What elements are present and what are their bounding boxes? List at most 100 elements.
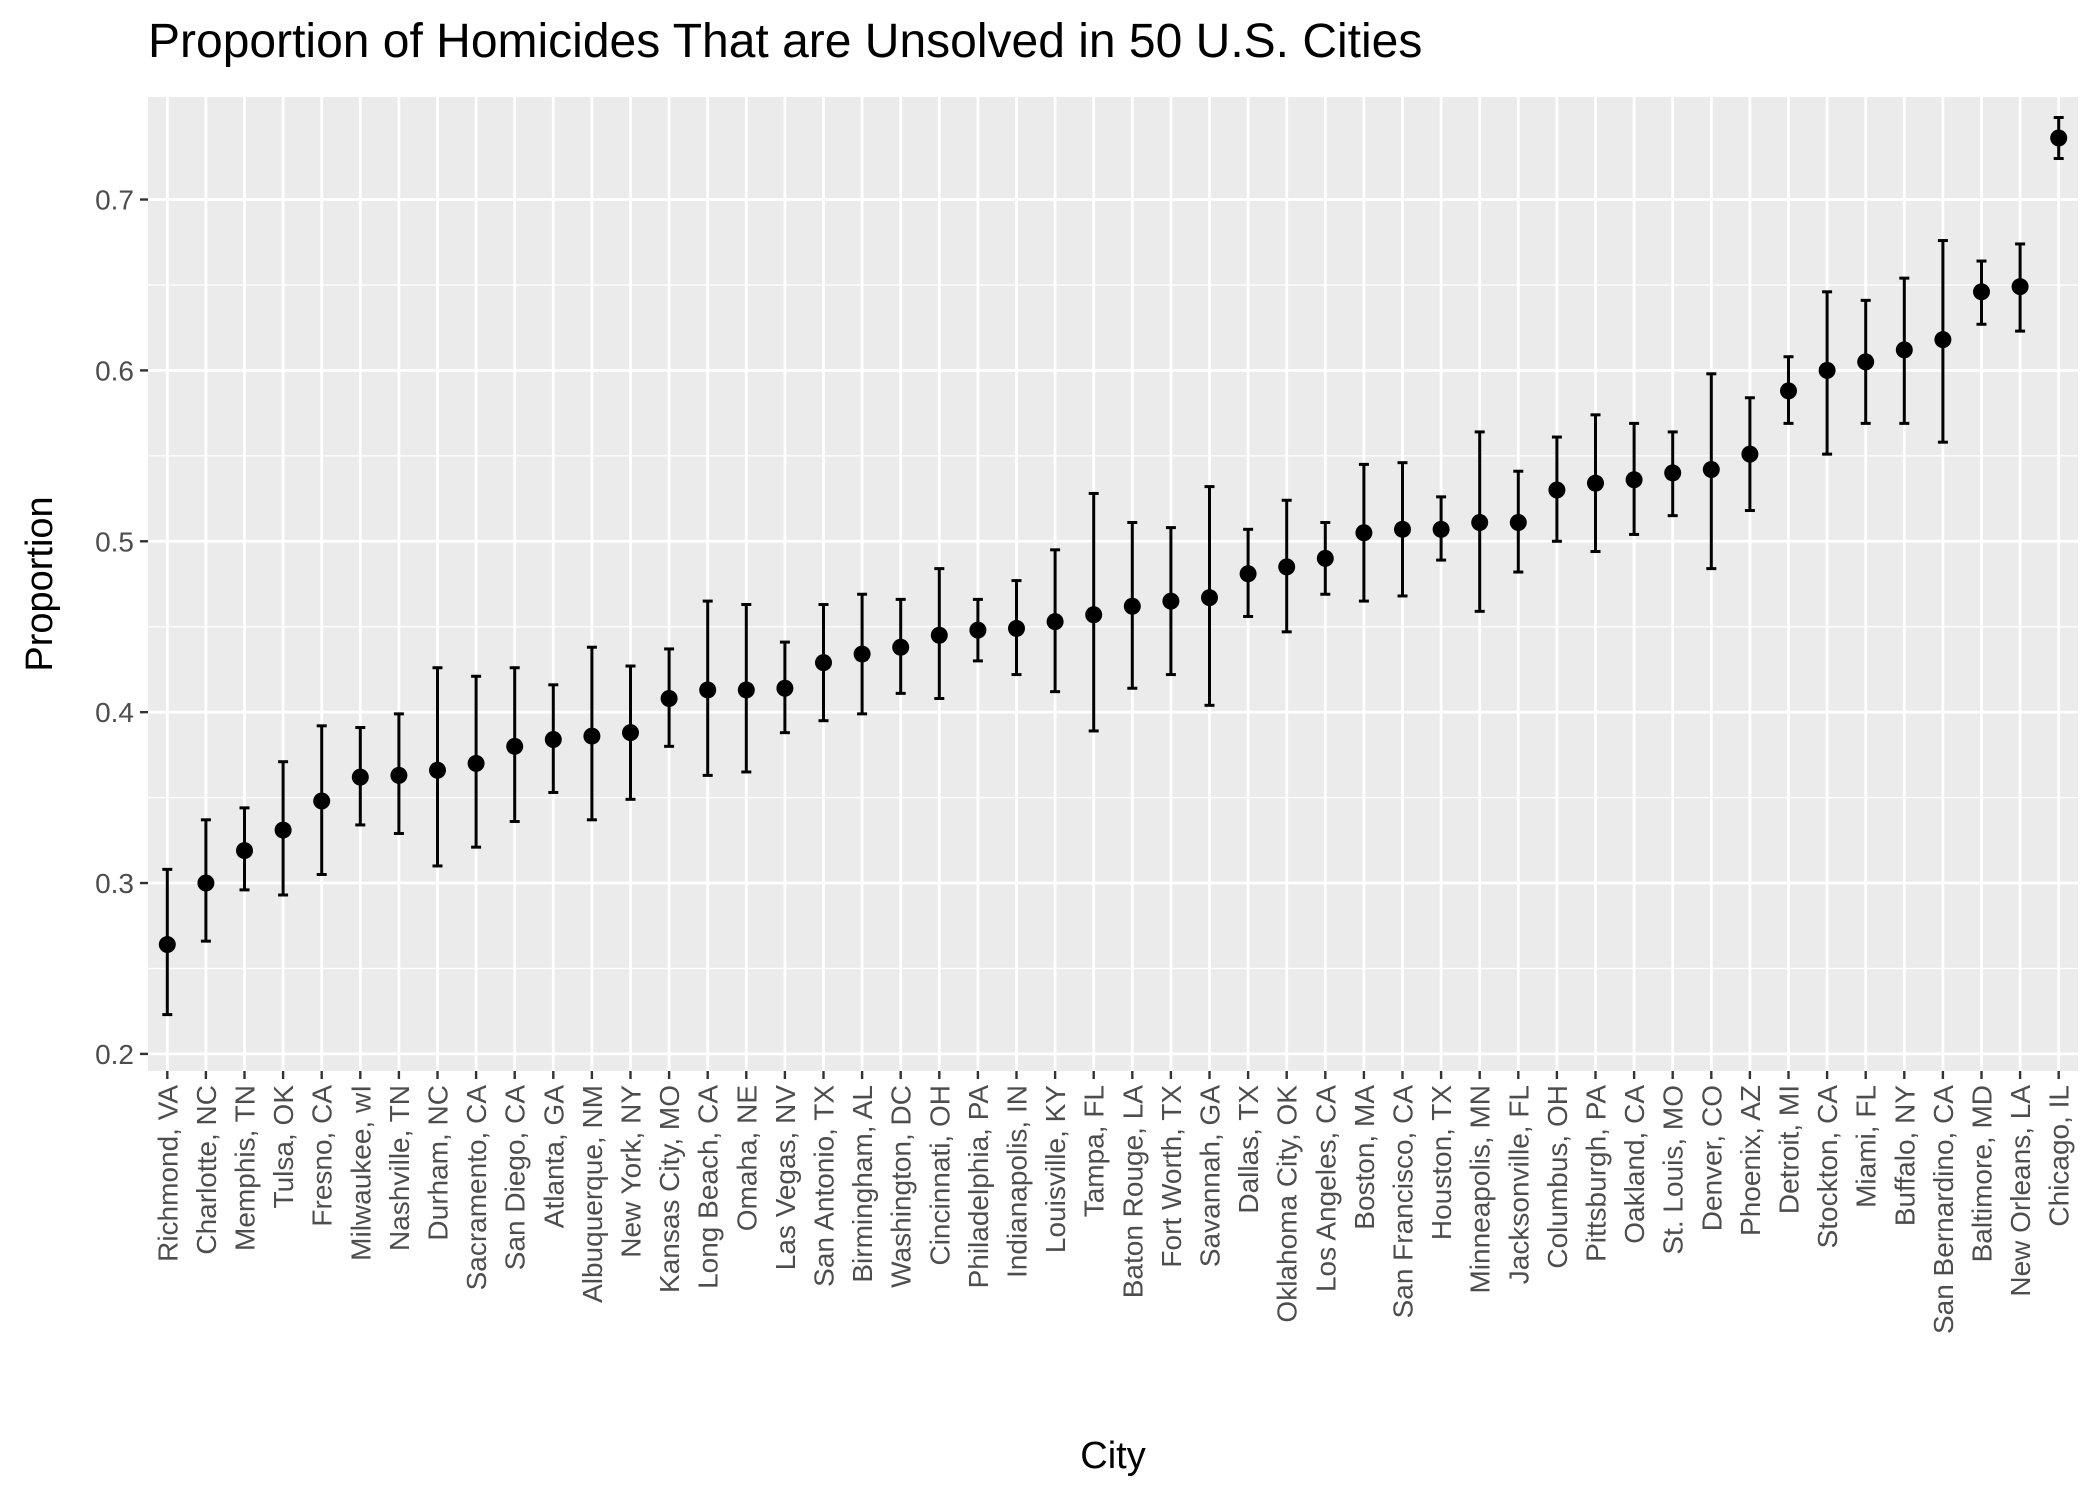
x-tick-label: Buffalo, NY xyxy=(1889,1085,1920,1226)
data-point xyxy=(158,936,176,954)
x-tick-label: San Francisco, CA xyxy=(1388,1085,1419,1319)
x-tick-label: Houston, TX xyxy=(1426,1085,1457,1240)
data-point xyxy=(1587,474,1604,492)
x-tick-label: Denver, CO xyxy=(1696,1085,1727,1231)
data-point xyxy=(1162,592,1180,610)
data-point xyxy=(583,727,601,745)
y-tick-label: 0.2 xyxy=(95,1039,134,1070)
x-axis-label: City xyxy=(1080,1435,1145,1477)
x-tick-label: Minneapolis, MN xyxy=(1465,1085,1496,1294)
x-tick-label: Miami, FL xyxy=(1851,1085,1882,1208)
data-point xyxy=(429,761,446,779)
data-point xyxy=(1895,341,1913,359)
x-tick-label: Jacksonville, FL xyxy=(1503,1085,1534,1284)
x-tick-label: Sacramento, CA xyxy=(461,1085,492,1291)
x-tick-label: Oakland, CA xyxy=(1619,1085,1650,1244)
x-tick-label: Nashville, TN xyxy=(384,1085,415,1251)
data-point xyxy=(2050,129,2068,147)
data-point xyxy=(1355,524,1373,542)
x-tick-label: Cincinnati, OH xyxy=(924,1085,955,1266)
x-tick-label: Stockton, CA xyxy=(1812,1085,1843,1249)
data-point xyxy=(1201,589,1218,607)
x-tick-label: Atlanta, GA xyxy=(538,1085,569,1229)
data-point xyxy=(351,768,369,786)
x-tick-label: Birmingham, AL xyxy=(847,1085,878,1283)
data-point xyxy=(1780,382,1797,400)
x-tick-label: Dallas, TX xyxy=(1233,1085,1264,1214)
x-tick-label: Memphis, TN xyxy=(230,1085,261,1251)
data-point xyxy=(390,766,408,784)
chart-title: Proportion of Homicides That are Unsolve… xyxy=(148,15,1423,68)
x-tick-label: Kansas City, MO xyxy=(654,1085,685,1293)
y-tick-label: 0.4 xyxy=(95,697,134,728)
data-point xyxy=(1548,481,1566,499)
data-point xyxy=(969,621,987,639)
data-point xyxy=(815,654,832,672)
data-point xyxy=(2011,278,2029,296)
plot-panel-background xyxy=(148,97,2078,1071)
y-axis-ticks: 0.2 0.3 0.4 0.5 0.6 0.7 xyxy=(95,185,148,1070)
x-tick-label: Savannah, GA xyxy=(1195,1085,1226,1267)
x-tick-label: Chicago, IL xyxy=(2044,1085,2075,1227)
x-tick-label: Tampa, FL xyxy=(1079,1085,1110,1217)
x-tick-label: Tulsa, OK xyxy=(268,1085,299,1209)
data-point xyxy=(236,842,253,860)
data-point xyxy=(930,626,948,644)
x-tick-label: Los Angeles, CA xyxy=(1310,1085,1341,1292)
x-tick-label: Oklahoma City, OK xyxy=(1272,1085,1303,1323)
data-point xyxy=(1857,353,1875,371)
data-point xyxy=(1664,464,1682,482)
x-tick-label: Pittsburgh, PA xyxy=(1581,1085,1612,1262)
x-tick-label: Fresno, CA xyxy=(307,1085,338,1227)
x-tick-label: Boston, MA xyxy=(1349,1085,1380,1230)
data-point xyxy=(197,874,215,892)
data-point xyxy=(506,737,524,755)
data-point xyxy=(1123,597,1141,615)
data-point xyxy=(1934,331,1952,349)
data-point xyxy=(313,792,331,810)
x-tick-label: Indianapolis, IN xyxy=(1002,1085,1033,1278)
data-point xyxy=(1394,520,1411,538)
data-points xyxy=(158,129,2068,954)
y-tick-label: 0.5 xyxy=(95,526,134,557)
data-point xyxy=(274,821,292,839)
data-point xyxy=(1973,283,1990,301)
data-point xyxy=(1432,520,1450,538)
x-tick-label: Durham, NC xyxy=(423,1085,454,1241)
y-tick-label: 0.7 xyxy=(95,185,134,216)
x-axis-ticks: Richmond, VA Charlotte, NC Memphis, TN Tuls… xyxy=(152,1071,2075,1334)
data-point xyxy=(737,681,755,699)
x-tick-label: Columbus, OH xyxy=(1542,1085,1573,1269)
data-point xyxy=(1741,445,1759,463)
data-point xyxy=(776,679,794,697)
x-tick-label: Detroit, MI xyxy=(1774,1085,1805,1214)
data-point xyxy=(1471,513,1489,531)
data-point xyxy=(467,754,485,772)
x-tick-label: Baltimore, MD xyxy=(1967,1085,1998,1262)
data-point xyxy=(622,724,639,742)
x-tick-label: Fort Worth, TX xyxy=(1156,1085,1187,1268)
x-tick-label: New Orleans, LA xyxy=(2005,1085,2036,1297)
x-tick-label: New York, NY xyxy=(616,1085,647,1258)
data-point xyxy=(544,730,562,748)
x-tick-label: Long Beach, CA xyxy=(693,1085,724,1289)
x-tick-label: Milwaukee, wI xyxy=(345,1085,376,1261)
grid-lines xyxy=(148,97,2078,1071)
data-point xyxy=(1239,565,1257,583)
x-tick-label: Richmond, VA xyxy=(152,1085,183,1262)
x-tick-label: St. Louis, MO xyxy=(1658,1085,1689,1255)
x-tick-label: Charlotte, NC xyxy=(191,1085,222,1255)
x-tick-label: Las Vegas, NV xyxy=(770,1085,801,1271)
x-tick-label: Omaha, NE xyxy=(731,1085,762,1231)
x-tick-label: Albuquerque, NM xyxy=(577,1085,608,1303)
data-point xyxy=(1278,558,1296,576)
x-tick-label: San Antonio, TX xyxy=(809,1085,840,1287)
data-point xyxy=(1046,613,1064,631)
data-point xyxy=(699,681,717,699)
data-point xyxy=(1702,461,1720,479)
data-point xyxy=(1008,619,1025,637)
x-tick-label: Baton Rouge, LA xyxy=(1117,1085,1148,1299)
data-point xyxy=(1509,513,1527,531)
y-tick-label: 0.3 xyxy=(95,868,134,899)
